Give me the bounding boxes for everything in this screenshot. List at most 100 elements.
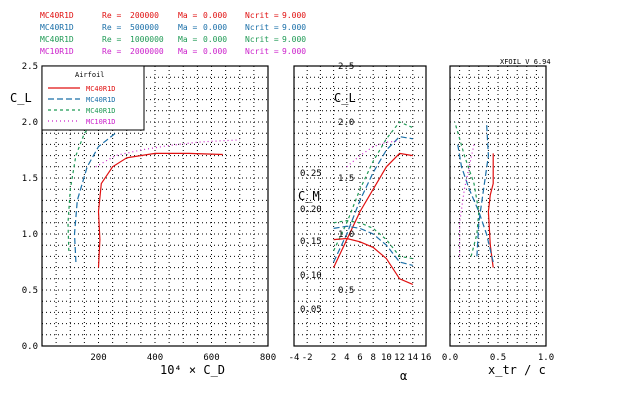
- alpha-xtick: 16: [421, 353, 432, 363]
- polar-ytick: 1.5: [22, 174, 38, 184]
- header-ma-label: Ma =: [178, 47, 197, 56]
- header-re-label: Re =: [102, 23, 121, 32]
- transition-curve: [487, 153, 494, 268]
- transition-xtick: 1.0: [538, 353, 554, 363]
- header-airfoil-name: MC40R1D: [40, 35, 74, 44]
- transition-xtick: 0.5: [490, 353, 506, 363]
- polar-tick-labels: 0.0 0.5 1.0 1.5 2.0 2.5 200 400 600 800: [22, 62, 276, 363]
- lift-ytick: 1.5: [338, 174, 354, 184]
- alpha-xtick: -2: [302, 353, 313, 363]
- alpha-xlabel: α: [400, 369, 407, 383]
- alpha-xtick: 8: [370, 353, 375, 363]
- header-re-value: 500000: [130, 23, 159, 32]
- legend-title: Airfoil: [75, 71, 105, 79]
- header-re-label: Re =: [102, 47, 121, 56]
- polar-curve: [97, 152, 223, 268]
- panel-frame: [449, 65, 547, 347]
- header-airfoil-name: MC40R1D: [40, 11, 74, 20]
- legend-label: MC10R1D: [86, 118, 116, 126]
- header-ncrit-value: 9.000: [282, 23, 306, 32]
- transition-grid: [449, 65, 547, 347]
- transition-series: [454, 121, 494, 268]
- lift-ytick: 2.5: [338, 62, 354, 72]
- lift-ytick: 2.0: [338, 118, 354, 128]
- header-ncrit-value: 9.000: [282, 11, 306, 20]
- header-re-value: 1000000: [130, 35, 164, 44]
- axis-titles: C_L 10⁴ × C_D C_L C_M α x_tr / c: [10, 91, 546, 383]
- header-ma-value: 0.000: [203, 47, 227, 56]
- alpha-xtick: 2: [331, 353, 336, 363]
- lift-moment-series: [333, 121, 414, 285]
- header-row-2: MC40R1D Re = 500000 Ma = 0.000 Ncrit = 9…: [40, 23, 306, 32]
- header-re-value: 200000: [130, 11, 159, 20]
- transition-xtick: 0.0: [442, 353, 458, 363]
- header-ncrit-label: Ncrit =: [245, 23, 279, 32]
- header-ma-value: 0.000: [203, 11, 227, 20]
- legend-label: MC40R1D: [86, 96, 116, 104]
- alpha-xtick: 6: [357, 353, 362, 363]
- header-ma-value: 0.000: [203, 23, 227, 32]
- transition-curve: [454, 121, 480, 257]
- lift-curve: [333, 152, 413, 268]
- polar-ytick: 1.0: [22, 230, 38, 240]
- polar-series: [67, 110, 240, 268]
- header-re-label: Re =: [102, 35, 121, 44]
- polar-xtick: 800: [260, 353, 276, 363]
- header-ma-label: Ma =: [178, 11, 197, 20]
- polar-xtick: 400: [147, 353, 163, 363]
- header-ncrit-value: 9.000: [282, 35, 306, 44]
- header-ncrit-label: Ncrit =: [245, 47, 279, 56]
- polar-grid: [41, 65, 269, 347]
- moment-curve: [333, 225, 413, 266]
- legend-label: MC40R1D: [86, 107, 116, 115]
- header-re-label: Re =: [102, 11, 121, 20]
- polar-header: MC40R1D Re = 200000 Ma = 0.000 Ncrit = 9…: [40, 11, 551, 66]
- moment-ytick: 0.15: [300, 237, 322, 247]
- polar-ytick: 2.0: [22, 118, 38, 128]
- polar-ytick: 2.5: [22, 62, 38, 72]
- header-ma-label: Ma =: [178, 23, 197, 32]
- header-airfoil-name: MC40R1D: [40, 23, 74, 32]
- header-ma-value: 0.000: [203, 35, 227, 44]
- lift-curve: [333, 121, 414, 252]
- lift-curve: [333, 135, 413, 263]
- header-row-1: MC40R1D Re = 200000 Ma = 0.000 Ncrit = 9…: [40, 11, 306, 20]
- header-row-3: MC40R1D Re = 1000000 Ma = 0.000 Ncrit = …: [40, 35, 306, 44]
- polar-xtick: 600: [203, 353, 219, 363]
- header-row-4: MC10R1D Re = 2000000 Ma = 0.000 Ncrit = …: [40, 47, 306, 56]
- lift-ytick: 0.5: [338, 286, 354, 296]
- moment-curve: [333, 219, 413, 260]
- header-ma-label: Ma =: [178, 35, 197, 44]
- alpha-xtick: 4: [344, 353, 349, 363]
- transition-curve: [476, 121, 490, 257]
- polar-curve: [67, 110, 108, 251]
- polar-ylabel-text: C_L: [10, 91, 32, 105]
- moment-ylabel: C_M: [298, 189, 320, 203]
- header-ncrit-label: Ncrit =: [245, 11, 279, 20]
- polar-legend: Airfoil MC40R1D MC40R1D MC40R1D MC10R1D: [41, 65, 145, 131]
- transition-curve: [457, 144, 494, 263]
- header-re-value: 2000000: [130, 47, 164, 56]
- lift-ytick: 1.0: [338, 230, 354, 240]
- moment-ytick: 0.10: [300, 271, 322, 281]
- polar-ytick: 0.5: [22, 286, 38, 296]
- polar-curve: [73, 132, 116, 263]
- legend-entries: MC40R1D MC40R1D MC40R1D MC10R1D: [48, 85, 116, 126]
- alpha-xtick: 12: [394, 353, 405, 363]
- legend-label: MC40R1D: [86, 85, 116, 93]
- header-ncrit-label: Ncrit =: [245, 35, 279, 44]
- polar-xtick: 200: [90, 353, 106, 363]
- legend-box: [41, 65, 145, 131]
- alpha-xtick: -4: [289, 353, 300, 363]
- transition-tick-labels: 0.0 0.5 1.0: [442, 353, 554, 363]
- header-airfoil-name: MC10R1D: [40, 47, 74, 56]
- moment-curve: [333, 237, 414, 285]
- panel-frame: [41, 65, 269, 347]
- lift-ylabel: C_L: [334, 91, 356, 105]
- xfoil-version: XFOIL V 6.94: [500, 58, 551, 66]
- lift-moment-tick-labels: 2.5 2.0 1.5 1.0 0.5 0.25 0.20 0.15 0.10 0.05 -4 -2 2…: [289, 62, 432, 363]
- moment-ytick: 0.05: [300, 305, 322, 315]
- polar-xlabel: 10⁴ × C_D: [160, 363, 225, 377]
- alpha-xtick: 14: [407, 353, 418, 363]
